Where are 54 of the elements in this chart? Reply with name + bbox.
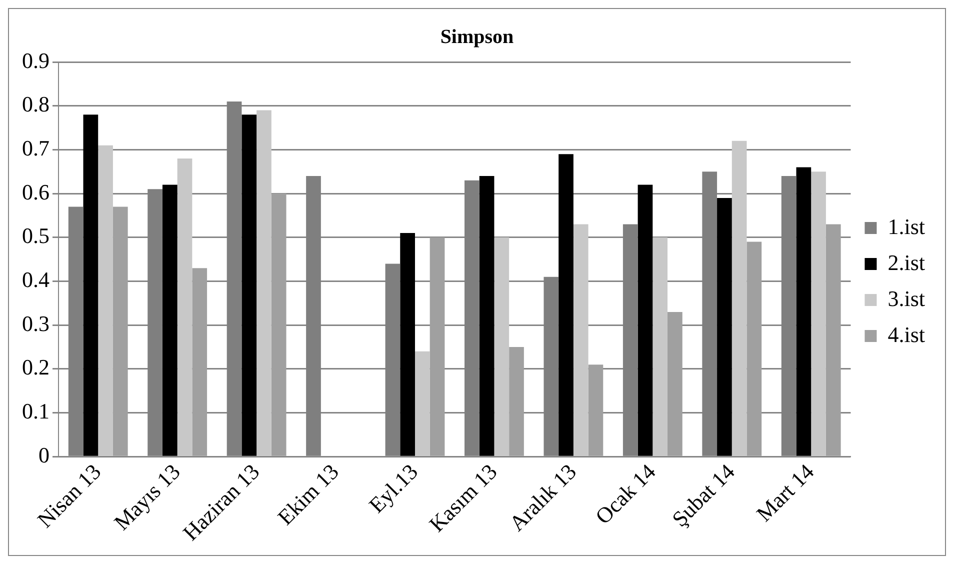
- bar: [544, 276, 559, 456]
- bar: [652, 237, 668, 456]
- bar: [494, 237, 510, 456]
- y-tick-label: 0.2: [22, 354, 50, 380]
- legend-label: 2.ist: [888, 250, 926, 275]
- y-tick-label: 0.3: [22, 310, 50, 336]
- bar: [826, 224, 841, 456]
- bar: [811, 172, 826, 456]
- bar: [479, 176, 494, 456]
- bar: [162, 184, 178, 456]
- bar: [385, 264, 400, 456]
- x-tick-label: Ocak 14: [590, 458, 660, 529]
- y-tick-label: 0: [38, 442, 50, 468]
- bar: [112, 206, 128, 456]
- legend-label: 1.ist: [888, 214, 926, 239]
- bar: [271, 194, 286, 456]
- bar: [306, 176, 321, 456]
- bar: [638, 184, 653, 456]
- bar: [573, 224, 588, 456]
- bar: [68, 206, 84, 456]
- bar: [746, 242, 762, 456]
- y-tick-label: 0.4: [22, 267, 50, 292]
- bar: [192, 268, 208, 456]
- bar: [83, 114, 98, 456]
- bar: [464, 180, 480, 456]
- y-tick-label: 0.6: [22, 179, 50, 204]
- x-tick-label: Mart 14: [751, 458, 819, 526]
- legend-label: 4.ist: [888, 322, 926, 347]
- bar: [177, 158, 192, 456]
- bar: [509, 347, 524, 456]
- chart-title: Simpson: [440, 26, 514, 48]
- bar: [717, 198, 732, 456]
- y-tick-label: 0.5: [22, 223, 50, 248]
- legend-label: 3.ist: [888, 286, 926, 311]
- bar: [558, 154, 574, 456]
- bar: [588, 364, 604, 456]
- bar: [256, 110, 272, 456]
- bar: [98, 145, 113, 456]
- bar: [148, 189, 162, 456]
- bar: [796, 167, 812, 456]
- bar: [781, 176, 796, 456]
- bar: [226, 101, 242, 456]
- bar: [702, 172, 718, 456]
- bar: [400, 233, 415, 456]
- bar: [414, 351, 430, 456]
- bar: [668, 312, 682, 456]
- bar: [430, 237, 445, 456]
- y-tick-label: 0.8: [22, 92, 50, 117]
- bar: [242, 114, 257, 456]
- y-tick-label: 0.1: [22, 398, 50, 424]
- bar: [732, 140, 747, 456]
- y-tick-label: 0.9: [22, 48, 50, 73]
- bar: [622, 224, 638, 456]
- y-tick-label: 0.7: [22, 135, 50, 160]
